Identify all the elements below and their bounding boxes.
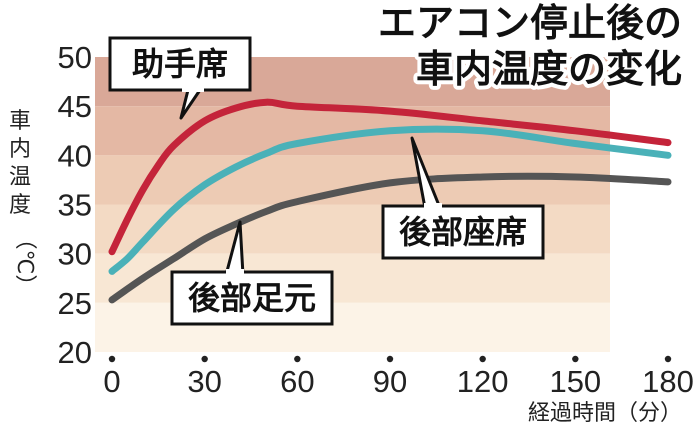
x-tick-150: 150: [549, 364, 601, 399]
ylabel-unit: （℃）: [12, 228, 37, 297]
ylabel-char-1: 車: [9, 109, 31, 134]
x-tick-0: 0: [103, 364, 120, 399]
series-line-0: [108, 98, 672, 256]
x-dot-150: [572, 355, 579, 363]
ylabel-char-3: 温: [9, 165, 31, 190]
series-line-2: [108, 172, 672, 304]
title-line-1: エアコン停止後の: [378, 1, 682, 45]
x-tick-markers: [108, 355, 672, 363]
label-passenger-seat: 助手席: [132, 45, 228, 83]
y-axis-label: 車 内 温 度 （℃）: [9, 109, 37, 296]
x-tick-30: 30: [187, 364, 221, 399]
label-rear-floor: 後部足元: [188, 279, 316, 317]
x-dot-0: [108, 355, 116, 363]
x-dot-60: [294, 355, 301, 363]
y-tick-35: 35: [58, 188, 92, 223]
y-tick-labels: 20 25 30 35 40 45 50: [58, 40, 92, 370]
label-rear-seat: 後部座席: [399, 213, 527, 251]
series-label-rear-seat: 後部座席: [381, 136, 545, 260]
y-tick-45: 45: [58, 89, 92, 124]
x-tick-labels: 0 30 60 90 120 150 180: [103, 364, 693, 399]
x-axis-label: 経過時間（分）: [528, 401, 682, 426]
series-label-passenger: 助手席: [108, 36, 252, 120]
y-tick-25: 25: [58, 286, 92, 321]
y-tick-40: 40: [58, 138, 92, 173]
ylabel-char-4: 度: [9, 193, 31, 218]
title-line-2: 車内温度の変化: [416, 47, 682, 91]
series-line-1: [108, 125, 672, 275]
y-tick-30: 30: [58, 237, 92, 272]
chart-title: エアコン停止後の 車内温度の変化: [374, 0, 686, 95]
x-dot-120: [479, 355, 486, 363]
x-dot-30: [201, 355, 208, 363]
x-tick-90: 90: [373, 364, 407, 399]
y-tick-50: 50: [58, 40, 92, 75]
band-2: [95, 155, 610, 205]
series-label-rear-floor: 後部足元: [170, 220, 334, 326]
x-tick-120: 120: [457, 364, 509, 399]
ylabel-char-2: 内: [9, 137, 31, 162]
x-tick-60: 60: [280, 364, 314, 399]
x-dot-90: [386, 355, 394, 363]
x-tick-180: 180: [642, 364, 694, 399]
x-dot-180: [664, 355, 672, 363]
y-tick-20: 20: [58, 335, 92, 370]
series-lines: [108, 98, 672, 304]
